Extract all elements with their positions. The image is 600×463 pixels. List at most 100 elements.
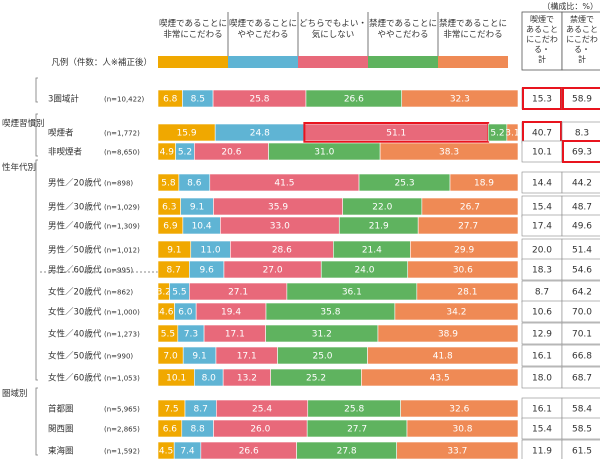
row-label: 関西圏 [48, 425, 74, 435]
row-label: 女性／30歳代 [48, 307, 102, 318]
segment-label: 38.9 [438, 330, 458, 340]
segment-label: 5.2 [490, 129, 504, 139]
segment-label: 8.5 [191, 95, 205, 105]
segment-label: 26.6 [344, 95, 364, 105]
row-n: (n=1,053) [104, 375, 140, 383]
row-label: 女性／40歳代 [48, 329, 102, 340]
row-label: 男性／30歳代 [48, 202, 102, 213]
segment-label: 3.1 [505, 129, 519, 139]
segment-label: 21.9 [369, 222, 389, 232]
segment-label: 25.4 [252, 405, 272, 415]
segment-label: 9.1 [192, 352, 206, 362]
row-label: 男性／50歳代 [48, 245, 102, 256]
total-value: 12.9 [532, 330, 552, 340]
row-label: 東海圏 [48, 446, 74, 457]
bar-segment [421, 197, 519, 216]
total-value: 15.3 [532, 95, 552, 105]
segment-label: 25.8 [344, 405, 364, 415]
segment-label: 5.5 [161, 330, 175, 340]
segment-label: 18.9 [474, 179, 494, 189]
row-label: 首都圏 [48, 404, 74, 415]
row-n: (n=1,772) [104, 130, 140, 138]
bar-segment [407, 260, 519, 279]
segment-label: 5.2 [178, 148, 192, 158]
segment-label: 17.1 [237, 352, 257, 362]
segment-label: 10.4 [192, 222, 212, 232]
segment-label: 25.2 [306, 374, 326, 384]
row-n: (n=5,965) [104, 406, 140, 414]
segment-label: 8.8 [190, 425, 205, 435]
total-value: 8.3 [575, 129, 589, 139]
total-value: 16.1 [532, 405, 552, 415]
total-value: 58.9 [572, 95, 592, 105]
legend-strip-4 [368, 56, 438, 68]
row-label: 男性／40歳代 [48, 221, 102, 232]
segment-label: 25.3 [395, 179, 415, 189]
column-header-5: 禁煙であることに非常にこだわる [439, 19, 507, 40]
row-label: 男性／60歳代 [48, 265, 102, 276]
legend-strip-2 [228, 56, 298, 68]
segment-label: 41.5 [274, 179, 294, 189]
row-label: 男性／20歳代 [48, 178, 102, 189]
bar-segment [367, 346, 519, 365]
segment-label: 26.7 [460, 203, 480, 213]
segment-label: 10.1 [166, 374, 186, 384]
bar-segment [417, 216, 519, 235]
total-value: 68.7 [572, 374, 592, 384]
total-value: 16.1 [532, 352, 552, 362]
segment-label: 32.6 [449, 405, 469, 415]
total-highlight-box [562, 140, 600, 163]
total-value: 20.0 [532, 246, 552, 256]
total-highlight-box [522, 87, 562, 110]
segment-label: 9.1 [167, 246, 181, 256]
total-value: 70.0 [572, 308, 592, 318]
total-value: 10.6 [532, 308, 552, 318]
legend-caption: 凡例（件数：人※補正後） [51, 57, 152, 68]
row-n: (n=1,592) [104, 448, 140, 456]
segment-label: 9.1 [190, 203, 204, 213]
segment-label: 8.7 [193, 405, 207, 415]
bar-segment [400, 399, 519, 418]
segment-label: 4.6 [159, 308, 174, 318]
total-value: 18.3 [532, 266, 552, 276]
row-n: (n=2,865) [104, 426, 140, 434]
segment-label: 6.6 [163, 425, 178, 435]
segment-label: 7.0 [163, 352, 178, 362]
segment-label: 26.6 [239, 447, 259, 457]
column-header-1: 喫煙であることに非常にこだわる [159, 18, 227, 40]
group-label-4: 圏域別 [2, 388, 28, 399]
total-value: 15.4 [532, 425, 552, 435]
total-value: 49.6 [572, 222, 592, 232]
segment-label: 17.1 [225, 330, 245, 340]
segment-label: 8.7 [167, 266, 181, 276]
row-label: 女性／60歳代 [48, 373, 102, 384]
segment-label: 24.8 [250, 129, 270, 139]
column-header-3: どちらでもよい・気にしない [299, 19, 367, 40]
segment-label: 3.2 [157, 288, 171, 298]
segment-label: 5.5 [172, 288, 186, 298]
segment-label: 30.6 [453, 266, 473, 276]
total-cell [561, 344, 600, 367]
segment-label: 25.8 [249, 95, 269, 105]
total-value: 58.5 [572, 425, 592, 435]
total-header-1: 喫煙であることにこだわる・計 [526, 14, 558, 64]
total-value: 51.4 [572, 246, 592, 256]
total-value: 8.7 [535, 288, 549, 298]
row-label: 女性／20歳代 [48, 287, 102, 298]
segment-label: 19.4 [221, 308, 241, 318]
bar-segment [361, 368, 519, 387]
total-value: 48.7 [572, 203, 592, 213]
segment-label: 35.8 [320, 308, 340, 318]
total-value: 61.5 [572, 447, 592, 457]
bar-segment [377, 324, 519, 343]
total-value: 18.0 [532, 374, 552, 384]
total-value: 11.9 [532, 447, 552, 457]
row-n: (n=10,422) [104, 96, 145, 104]
column-header-2: 喫煙であることにややこだわる [229, 18, 297, 40]
segment-label: 11.0 [201, 246, 221, 256]
row-n: (n=1,029) [104, 204, 140, 212]
segment-label: 32.3 [450, 95, 470, 105]
total-value: 15.4 [532, 203, 552, 213]
bar-segment [394, 302, 519, 321]
